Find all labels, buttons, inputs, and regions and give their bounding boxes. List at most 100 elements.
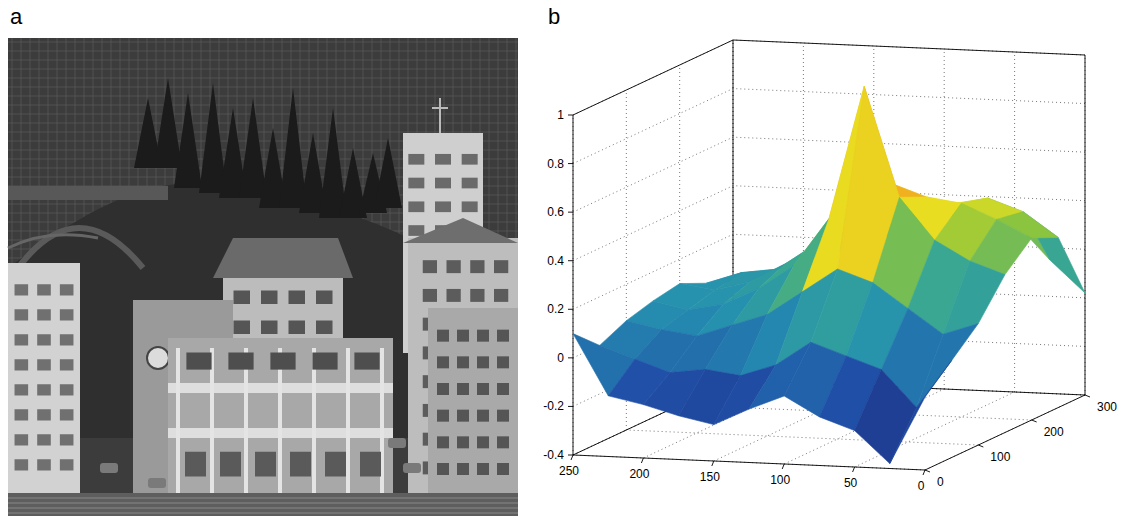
photo-window	[457, 436, 469, 448]
photo-window	[408, 225, 424, 236]
photo-window	[457, 410, 469, 422]
axis-line	[573, 40, 733, 115]
photo-tree	[239, 98, 267, 198]
tick-label: 200	[629, 467, 649, 481]
tick-mark	[568, 260, 573, 261]
photo-window	[435, 201, 451, 212]
photo-clock	[147, 347, 169, 369]
photo-car	[100, 463, 118, 473]
photo-grid-line	[8, 42, 518, 43]
photo-window	[316, 321, 333, 335]
photo-window	[497, 383, 509, 395]
tick-mark	[568, 357, 573, 358]
grid-line	[573, 186, 733, 261]
tick-label: 0.2	[547, 302, 564, 316]
photo-car	[388, 438, 406, 448]
photo-window	[423, 260, 437, 273]
photo-column	[244, 348, 248, 498]
grid-line	[733, 89, 1085, 104]
photo-grid-line	[8, 123, 518, 124]
photo-window	[289, 291, 306, 305]
photo-window	[37, 384, 51, 395]
surface-patch	[855, 370, 917, 464]
photo-rail	[8, 508, 518, 509]
grid-line	[733, 137, 1085, 152]
grid-line	[925, 395, 1085, 470]
tick-label: 100	[990, 450, 1010, 464]
photo-window	[15, 309, 29, 320]
photo-window	[261, 321, 278, 335]
photo-grid-line	[8, 105, 518, 106]
photo-window	[437, 463, 449, 475]
photo-tree	[279, 88, 307, 208]
photo-grid-line	[8, 60, 518, 61]
photo-window	[447, 260, 461, 273]
photo-window	[325, 452, 346, 477]
photo-window	[60, 434, 74, 445]
tick-label: -0.2	[543, 399, 564, 413]
photo-window	[447, 289, 461, 302]
tick-label: 0	[937, 475, 944, 489]
photo-window	[423, 289, 437, 302]
photo-window	[185, 452, 206, 477]
photo-window	[37, 334, 51, 345]
axis-line	[925, 395, 1085, 470]
photo-window	[437, 436, 449, 448]
photo-window	[60, 284, 74, 295]
photo-roof	[403, 218, 518, 243]
surface-patch	[890, 360, 952, 463]
photo-building	[428, 308, 518, 498]
photo-building	[408, 238, 518, 498]
photo-window	[497, 330, 509, 342]
tick-label: 0.4	[547, 254, 564, 268]
photo-window	[497, 356, 509, 368]
photo-tree	[174, 93, 202, 188]
photo-window	[494, 289, 508, 302]
photo-grid-line	[8, 132, 518, 133]
photo-car	[148, 478, 166, 488]
photo-window	[457, 383, 469, 395]
photo-window	[470, 289, 484, 302]
photo-window	[15, 334, 29, 345]
tick-label: 100	[770, 473, 790, 487]
photo	[8, 38, 518, 516]
photo-window	[408, 178, 424, 189]
grid	[573, 40, 1085, 470]
tick-label: 0	[557, 351, 564, 365]
photo-window	[234, 291, 251, 305]
photo-window	[15, 459, 29, 470]
photo-window	[408, 201, 424, 212]
photo-track	[8, 235, 98, 248]
photo-grid-line	[8, 69, 518, 70]
photo-window	[462, 201, 478, 212]
surface-patch	[943, 261, 1005, 334]
photo-window	[477, 356, 489, 368]
photo-window	[290, 452, 311, 477]
photo-window	[60, 359, 74, 370]
photo-column	[312, 348, 316, 498]
photo-window	[477, 410, 489, 422]
photo-window	[60, 334, 74, 345]
tick-mark	[925, 470, 930, 472]
tick-mark	[782, 464, 784, 469]
photo-window	[435, 154, 451, 165]
tick-label: 0.6	[547, 205, 564, 219]
photo-window	[462, 178, 478, 189]
tick-mark	[1085, 395, 1090, 397]
photo-window	[494, 260, 508, 273]
tick-label: 200	[1044, 425, 1064, 439]
tick-mark	[853, 467, 855, 472]
tick-label: -0.4	[543, 448, 564, 462]
panel-label: a	[10, 4, 23, 29]
tick-mark	[571, 455, 573, 460]
tick-label: 0	[918, 479, 925, 493]
photo-tree	[374, 138, 402, 208]
photo-window	[186, 353, 211, 370]
photo-window	[15, 409, 29, 420]
photo-window	[477, 383, 489, 395]
photo-building	[8, 263, 80, 508]
photo-roof	[213, 238, 353, 278]
photo-window	[316, 291, 333, 305]
photo-window	[497, 436, 509, 448]
tick-mark	[568, 406, 573, 407]
